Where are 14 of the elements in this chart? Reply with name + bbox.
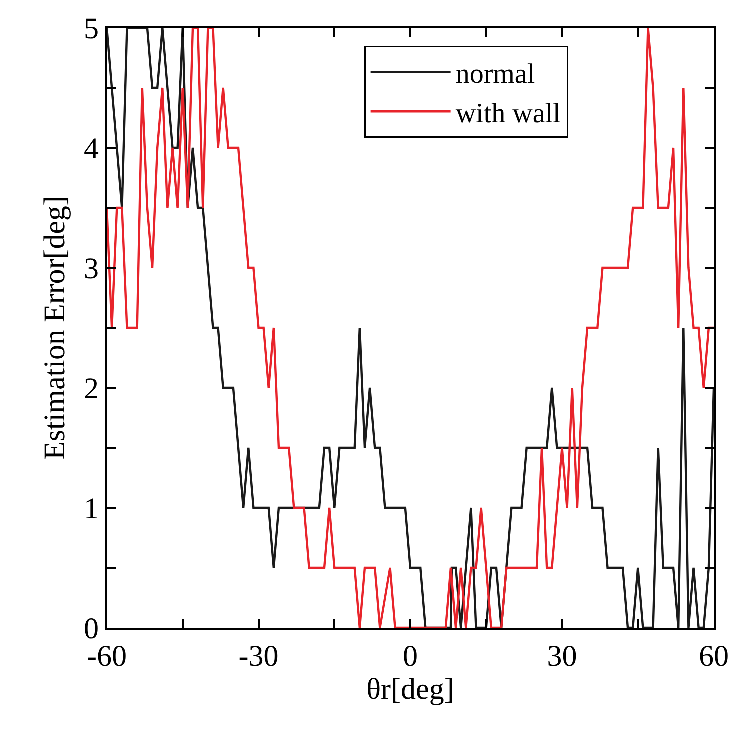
y-axis-title: Estimation Error[deg] bbox=[38, 196, 72, 460]
x-axis-title: θr[deg] bbox=[366, 673, 454, 706]
x-tick-label: -30 bbox=[238, 640, 279, 673]
x-tick-label: 60 bbox=[699, 640, 729, 673]
y-tick-label: 2 bbox=[84, 372, 99, 406]
x-tick-label: 30 bbox=[547, 640, 578, 673]
y-tick-label: 4 bbox=[84, 132, 99, 166]
y-tick-label: 1 bbox=[84, 492, 99, 526]
y-tick-label: 5 bbox=[84, 12, 99, 46]
legend-label: with wall bbox=[456, 98, 562, 130]
x-tick-label: 0 bbox=[403, 640, 418, 673]
y-tick-label: 3 bbox=[84, 252, 99, 286]
line-series bbox=[107, 28, 714, 628]
legend-label: normal bbox=[456, 59, 536, 90]
